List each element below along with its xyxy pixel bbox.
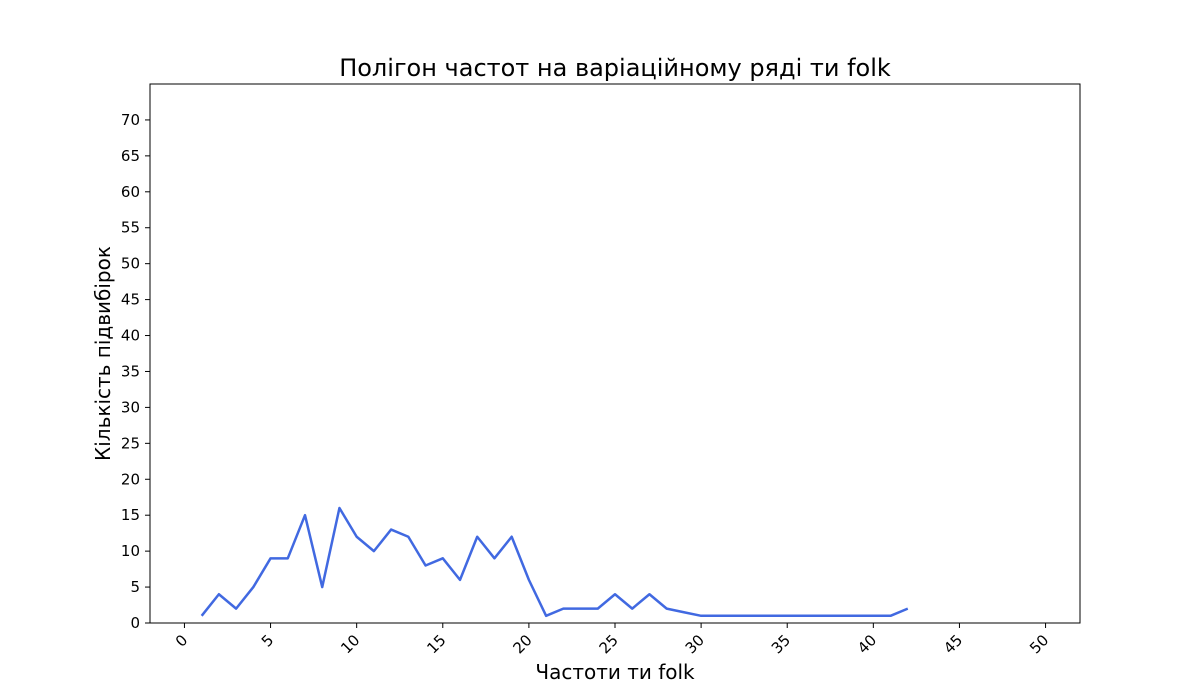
y-tick-label: 35 — [121, 362, 140, 380]
data-point — [544, 614, 548, 618]
y-tick-label: 20 — [121, 470, 140, 488]
chart-title: Полігон частот на варіаційному ряді ти f… — [339, 54, 891, 82]
x-axis: 0 5 10 15 20 25 30 35 40 45 50 — [172, 623, 1052, 657]
x-tick-label: 5 — [258, 631, 277, 650]
y-axis: 0 5 10 15 20 25 30 35 40 45 50 55 60 65 70 — [121, 111, 150, 632]
data-point — [665, 607, 669, 611]
plot-frame — [149, 83, 1081, 624]
data-point — [613, 592, 617, 596]
x-tick-label: 35 — [768, 631, 794, 657]
data-point — [751, 614, 755, 618]
series-layer — [200, 506, 910, 618]
data-point — [251, 585, 255, 589]
y-tick-label: 45 — [121, 291, 140, 309]
x-tick-label: 50 — [1026, 631, 1052, 657]
data-point — [802, 614, 806, 618]
series-line — [200, 506, 909, 618]
data-point — [355, 535, 359, 539]
data-point — [372, 549, 376, 553]
x-tick-label: 10 — [337, 631, 363, 657]
data-point — [561, 607, 565, 611]
y-tick-label: 40 — [121, 327, 140, 345]
data-point — [699, 614, 703, 618]
data-point — [579, 607, 583, 611]
data-point — [510, 535, 514, 539]
x-tick-label: 15 — [423, 631, 449, 657]
data-point — [475, 535, 479, 539]
y-tick-label: 25 — [121, 434, 140, 452]
data-point — [682, 610, 686, 614]
data-point — [424, 564, 428, 568]
y-tick-label: 50 — [121, 255, 140, 273]
data-point — [200, 614, 204, 618]
y-tick-label: 10 — [121, 542, 140, 560]
x-axis-label: Частоти ти folk — [535, 660, 695, 684]
data-point — [854, 614, 858, 618]
data-point — [647, 592, 651, 596]
x-tick-label: 20 — [509, 631, 535, 657]
data-point — [320, 585, 324, 589]
data-point — [303, 513, 307, 517]
y-axis-label: Кількість підвибірок — [91, 246, 115, 461]
data-point — [716, 614, 720, 618]
data-point — [406, 535, 410, 539]
data-point — [389, 528, 393, 532]
y-tick-label: 5 — [130, 578, 140, 596]
data-point — [768, 614, 772, 618]
x-tick-label: 25 — [596, 631, 622, 657]
data-point — [492, 556, 496, 560]
y-tick-label: 30 — [121, 398, 140, 416]
data-point — [458, 578, 462, 582]
y-tick-label: 55 — [121, 219, 140, 237]
x-tick-label: 40 — [854, 631, 880, 657]
data-point — [837, 614, 841, 618]
y-tick-label: 60 — [121, 183, 140, 201]
data-point — [596, 607, 600, 611]
data-point — [785, 614, 789, 618]
data-point — [906, 607, 910, 611]
data-point — [889, 614, 893, 618]
data-point — [630, 607, 634, 611]
x-tick-label: 30 — [682, 631, 708, 657]
x-tick-label: 0 — [172, 631, 191, 650]
x-tick-label: 45 — [940, 631, 966, 657]
data-point — [269, 556, 273, 560]
y-tick-label: 0 — [130, 614, 140, 632]
data-point — [734, 614, 738, 618]
data-point — [286, 556, 290, 560]
data-point — [217, 592, 221, 596]
y-tick-label: 15 — [121, 506, 140, 524]
y-tick-label: 70 — [121, 111, 140, 129]
data-point — [337, 506, 341, 510]
data-point — [527, 578, 531, 582]
y-tick-label: 65 — [121, 147, 140, 165]
data-point — [820, 614, 824, 618]
data-point — [234, 607, 238, 611]
data-point — [441, 556, 445, 560]
data-point — [871, 614, 875, 618]
